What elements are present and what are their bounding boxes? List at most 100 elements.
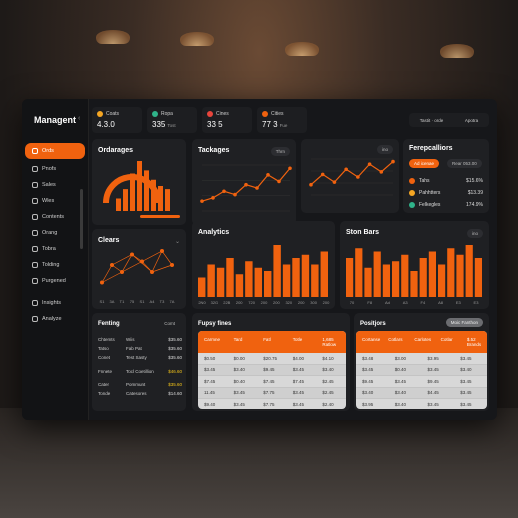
sidebar-item-contents[interactable]: Contents	[22, 209, 89, 225]
orderages-bar[interactable]	[137, 161, 142, 211]
stat-card[interactable]: Ropa 335 Tost	[147, 107, 197, 133]
table-row[interactable]: $9.45 $3.45 $9.45 $3.45	[356, 376, 487, 388]
stonbars-bar[interactable]	[474, 258, 482, 297]
sidebar-item-tolding[interactable]: Tolding	[22, 257, 89, 273]
stonbars-bar[interactable]	[410, 271, 418, 297]
stat-card[interactable]: Cities 77 3 Fue	[257, 107, 307, 133]
trackages-point[interactable]	[266, 173, 270, 177]
sidebar-item-analyze[interactable]: Analyze	[22, 311, 89, 327]
chart3-point[interactable]	[367, 162, 372, 166]
analytics-bar[interactable]	[245, 261, 253, 297]
trackages-filter[interactable]: Thrn	[270, 147, 290, 156]
trackages-point[interactable]	[222, 189, 226, 194]
stonbars-bar[interactable]	[355, 248, 363, 297]
stonbars-bar[interactable]	[346, 258, 354, 297]
orderages-bar[interactable]	[123, 189, 128, 211]
rear-button[interactable]: Rear 053.00	[447, 159, 482, 168]
stonbars-filter[interactable]: ino	[466, 229, 483, 238]
clears-point[interactable]	[120, 270, 124, 274]
sidebar-item-wles[interactable]: Wles	[22, 193, 89, 209]
table-row[interactable]: $9.40 $3.45 $7.75 $3.45 $2.40	[198, 399, 346, 409]
trackages-point[interactable]	[200, 199, 204, 203]
positions-button[interactable]: Moic Fanthon	[445, 318, 483, 327]
analytics-bar[interactable]	[292, 258, 300, 297]
user-menu[interactable]: Tastit · orde Apotra	[409, 113, 489, 127]
chart3-point[interactable]	[391, 159, 395, 164]
collapse-icon[interactable]: ‹	[78, 115, 81, 122]
chart3-filter[interactable]: ino	[376, 145, 393, 154]
clears-point[interactable]	[140, 259, 144, 264]
sidebar-item-ords[interactable]: Ords	[25, 143, 85, 159]
fenting-filter[interactable]: Comt	[164, 321, 175, 326]
column-header[interactable]: Cortanse	[362, 337, 381, 342]
analytics-bar[interactable]	[320, 251, 328, 298]
table-row[interactable]: $3.40 $3.40 $4.45 $3.45	[356, 387, 487, 399]
analytics-bar[interactable]	[282, 264, 291, 298]
table-row[interactable]: 11.45 $3.45 $7.75 $3.45 $2.45	[198, 387, 346, 399]
column-header[interactable]: Cotlar	[440, 337, 453, 342]
table-row[interactable]: $3.45 $0.40 $3.45 $3.40	[356, 364, 487, 376]
table-row[interactable]: $3.95 $3.40 $3.45 $3.45	[356, 399, 487, 409]
analytics-bar[interactable]	[226, 258, 234, 297]
stonbars-bar[interactable]	[401, 254, 409, 297]
column-header[interactable]: Fatl	[263, 337, 271, 342]
table-row[interactable]: Tonde Catesores $14.60	[98, 389, 182, 398]
analytics-bar[interactable]	[254, 267, 262, 297]
trackages-point[interactable]	[288, 166, 292, 171]
analytics-bar[interactable]	[198, 277, 206, 298]
trackages-point[interactable]	[244, 182, 248, 187]
stat-card[interactable]: Coats 4.3.0	[92, 107, 142, 133]
table-row[interactable]: $3.45 $3.40 $9.45 $3.45 $3.40	[198, 364, 346, 376]
stonbars-bar[interactable]	[447, 248, 455, 297]
chart3-point[interactable]	[356, 175, 360, 179]
column-header[interactable]: Totle	[292, 337, 303, 342]
sidebar-item-tobra[interactable]: Tobra	[22, 241, 89, 257]
analytics-bar[interactable]	[273, 245, 281, 297]
sidebar-item-pnofs[interactable]: Pnofs	[22, 161, 89, 177]
stat-card[interactable]: Cines 33 5	[202, 107, 252, 133]
orderages-bar[interactable]	[130, 173, 135, 212]
trackages-point[interactable]	[255, 186, 259, 190]
table-row[interactable]: $3.48 $3.00 $3.95 $3.45	[356, 353, 487, 365]
analytics-bar[interactable]	[301, 254, 310, 297]
table-row[interactable]: Conet Test Sasty $35.60	[98, 353, 182, 362]
analytics-bar[interactable]	[207, 264, 215, 298]
chart3-point[interactable]	[379, 170, 384, 174]
add-button[interactable]: Ad icenae	[409, 159, 440, 168]
stonbars-bar[interactable]	[373, 251, 381, 298]
stonbars-bar[interactable]	[382, 264, 390, 298]
clears-point[interactable]	[170, 263, 174, 267]
trackages-point[interactable]	[277, 179, 281, 184]
analytics-bar[interactable]	[216, 267, 225, 297]
clears-point[interactable]	[110, 263, 114, 267]
orderages-bar[interactable]	[165, 189, 170, 211]
stonbars-bar[interactable]	[438, 264, 446, 298]
stonbars-bar[interactable]	[465, 245, 473, 297]
column-header[interactable]: $.52 Brands	[466, 337, 482, 347]
column-header[interactable]: Carlotes	[414, 337, 432, 342]
orderages-bar[interactable]	[151, 179, 156, 211]
table-row[interactable]: Cater Pommunt $35.60	[98, 380, 182, 389]
sidebar-scrollbar[interactable]	[80, 189, 83, 249]
table-row[interactable]: Tatso Fab Pat $35.60	[98, 344, 182, 353]
orderages-bar[interactable]	[116, 198, 121, 212]
clears-point[interactable]	[100, 280, 104, 285]
analytics-bar[interactable]	[264, 271, 272, 297]
sidebar-item-insights[interactable]: Insights	[22, 295, 89, 311]
clears-menu-icon[interactable]: ⌄	[174, 239, 180, 245]
chart3-point[interactable]	[309, 182, 313, 187]
chart3-point[interactable]	[320, 172, 325, 177]
table-row[interactable]: Fnnete Tocl Coetillion $46.60	[98, 362, 182, 380]
clears-point[interactable]	[130, 252, 134, 257]
table-row[interactable]: $0.50 $0.00 $20.75 $4.00 $4.10	[198, 353, 346, 365]
column-header[interactable]: Cotlars	[388, 337, 403, 342]
stonbars-bar[interactable]	[392, 261, 400, 297]
sidebar-item-purgened[interactable]: Purgened	[22, 273, 89, 289]
stonbars-bar[interactable]	[419, 258, 427, 297]
orderages-bar[interactable]	[158, 186, 163, 211]
sidebar-item-orang[interactable]: Orang	[22, 225, 89, 241]
trackages-point[interactable]	[211, 196, 215, 200]
table-row[interactable]: $7.45 $0.40 $7.45 $7.45 $2.45	[198, 376, 346, 388]
analytics-bar[interactable]	[235, 274, 244, 297]
clears-point[interactable]	[160, 249, 164, 253]
